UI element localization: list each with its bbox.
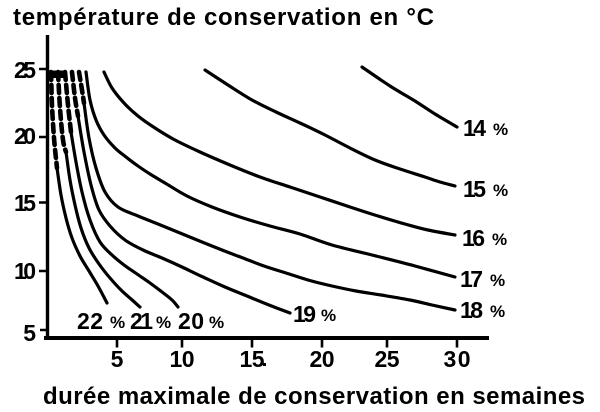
svg-text:21: 21	[130, 308, 153, 334]
svg-text:%: %	[493, 181, 508, 200]
svg-text:17: 17	[460, 266, 483, 292]
svg-text:15: 15	[463, 176, 486, 202]
svg-text:%: %	[493, 120, 508, 139]
svg-text:%: %	[156, 313, 171, 332]
svg-text:10: 10	[170, 346, 195, 372]
svg-text:durée maximale de conservation: durée maximale de conservation en semain…	[43, 383, 585, 410]
svg-text:%: %	[209, 313, 224, 332]
svg-text:19: 19	[293, 301, 316, 327]
svg-text:5: 5	[23, 320, 36, 346]
svg-text:10: 10	[14, 258, 36, 284]
svg-text:%: %	[492, 230, 507, 249]
svg-text:température de conservation en: température de conservation en °C	[13, 4, 434, 31]
svg-text:%: %	[321, 306, 336, 325]
svg-text:25: 25	[14, 57, 36, 83]
svg-text:20: 20	[178, 308, 204, 334]
svg-text:%: %	[490, 302, 505, 321]
svg-text:18: 18	[460, 297, 483, 323]
svg-text:22: 22	[77, 308, 103, 334]
svg-text:30: 30	[444, 346, 471, 372]
svg-text:25: 25	[375, 346, 400, 372]
svg-text:20: 20	[310, 346, 335, 372]
svg-text:%: %	[110, 313, 125, 332]
svg-text:15: 15	[14, 190, 36, 216]
svg-text:16: 16	[462, 225, 485, 251]
svg-text:5: 5	[111, 346, 124, 372]
svg-text:15: 15	[240, 346, 265, 372]
svg-text:%: %	[490, 271, 505, 290]
svg-text:14: 14	[463, 115, 486, 141]
svg-text:20: 20	[14, 123, 36, 149]
